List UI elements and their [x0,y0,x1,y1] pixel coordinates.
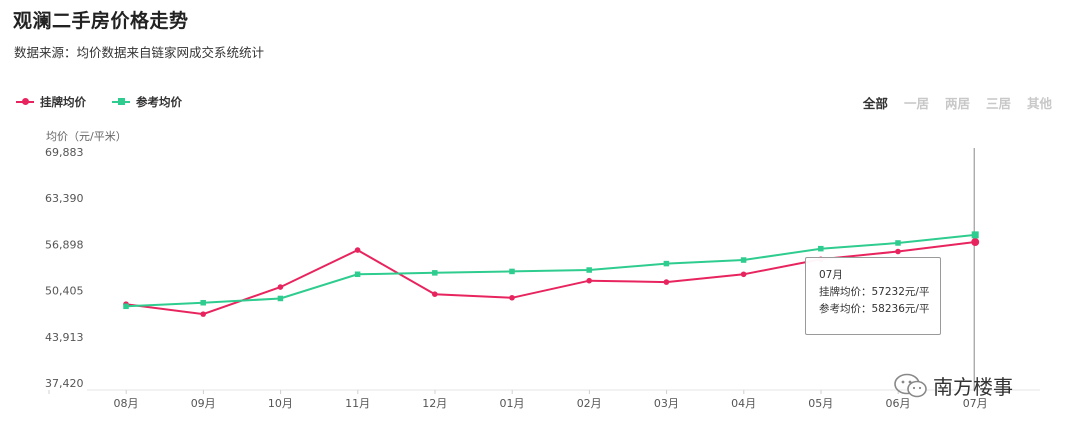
data-point-listing [586,277,592,284]
tab-one-bedroom[interactable]: 一居 [903,96,929,111]
x-tick-label: 04月 [731,397,756,410]
tab-other[interactable]: 其他 [1026,96,1052,111]
tab-all[interactable]: 全部 [862,96,888,111]
y-tick-label: 69,883 [45,146,84,159]
x-tick-label: 02月 [577,397,602,410]
tooltip-listing-price: 挂牌均价：57232元/平 [819,286,930,298]
data-point-reference [123,303,129,310]
data-point-listing [663,279,670,285]
y-axis-label: 均价（元/平米） [46,130,127,143]
watermark: 南方楼事 [893,371,1013,400]
data-point-listing [740,271,747,278]
data-point-reference [277,295,284,302]
legend-item-reference[interactable]: 参考均价 [112,94,182,110]
legend-marker-square-icon [112,98,130,105]
data-point-listing [895,248,901,255]
tooltip-reference-price: 参考均价：58236元/平 [819,303,930,315]
data-point-reference [354,271,361,278]
x-tick-label: 01月 [500,397,525,410]
data-point-reference [971,231,979,239]
data-point-reference [895,240,901,246]
chart-tooltip: 07月 挂牌均价：57232元/平 参考均价：58236元/平 [805,257,941,335]
legend-item-listing[interactable]: 挂牌均价 [16,94,86,110]
tooltip-month: 07月 [819,269,843,281]
data-point-reference [586,267,592,273]
x-tick-label: 10月 [268,397,293,410]
x-tick-label: 08月 [114,397,139,410]
x-tick-label: 06月 [886,397,911,410]
data-point-listing [509,294,515,301]
x-tick-label: 09月 [191,397,216,410]
data-point-reference [432,270,438,276]
y-tick-label: 37,420 [45,377,84,390]
x-tick-label: 05月 [808,397,833,410]
watermark-text: 南方楼事 [933,375,1013,399]
series-line-reference [125,233,976,308]
data-point-listing [432,291,438,297]
legend-marker-circle-icon [16,98,34,105]
tab-two-bedroom[interactable]: 两居 [944,96,970,111]
tab-three-bedroom[interactable]: 三居 [985,96,1011,111]
x-tick-label: 07月 [963,397,988,410]
y-tick-label: 63,390 [45,192,84,205]
data-point-reference [200,299,206,306]
page-subtitle: 数据来源：均价数据来自链家网成交系统统计 [14,45,265,60]
data-point-listing [200,311,206,317]
chart-legend: 挂牌均价 参考均价 [16,94,182,110]
y-tick-label: 56,898 [45,238,84,251]
data-point-reference [818,245,824,252]
y-tick-label: 50,405 [45,285,84,298]
x-tick-label: 03月 [654,397,679,410]
data-point-reference [509,268,515,275]
data-point-listing [971,238,980,247]
legend-label-reference: 参考均价 [136,95,182,109]
legend-label-listing: 挂牌均价 [40,95,86,109]
data-point-reference [663,260,670,267]
wechat-icon [894,373,927,397]
data-point-listing [354,247,361,253]
y-tick-label: 43,913 [45,331,84,344]
x-tick-label: 12月 [422,397,447,410]
data-point-reference [740,257,747,263]
x-tick-label: 11月 [345,397,370,410]
room-filter-tabs: 全部 一居 两居 三居 其他 [863,93,1052,112]
data-point-listing [277,284,284,290]
page-title: 观澜二手房价格走势 [13,10,189,32]
